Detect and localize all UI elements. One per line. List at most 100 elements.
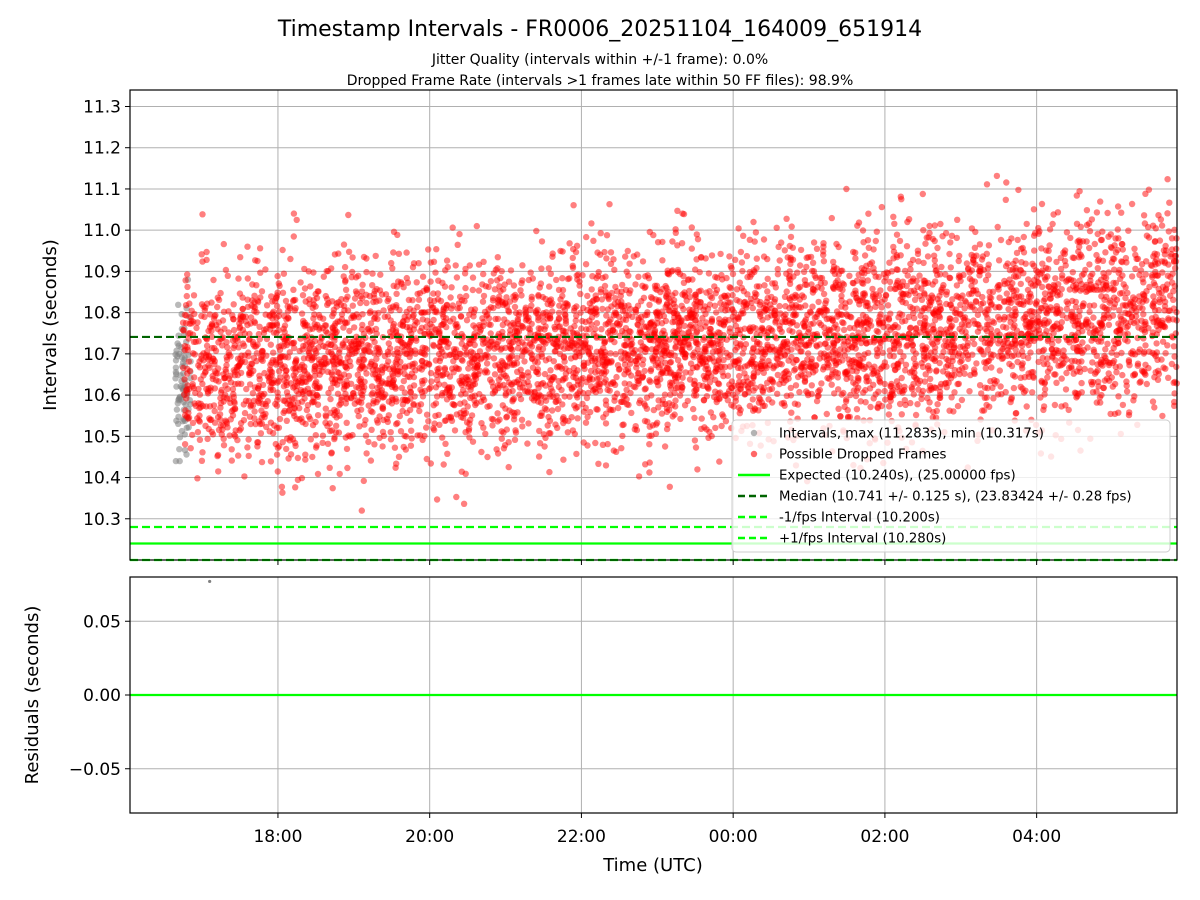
dropped-frame-point [619,316,627,323]
dropped-frame-point [717,299,724,307]
dropped-frame-point [1099,257,1107,264]
dropped-frame-point [1054,209,1062,216]
dropped-frame-point [953,310,960,317]
dropped-frame-point [993,172,1001,180]
dropped-frame-point [746,402,753,410]
dropped-frame-point [424,317,431,324]
dropped-frame-point [1063,305,1071,313]
interval-point [174,400,181,407]
dropped-frame-point [881,278,888,285]
dropped-frame-point [859,227,867,234]
dropped-frame-point [890,353,897,360]
dropped-frame-point [533,368,540,376]
dropped-frame-point [1040,406,1047,414]
dropped-frame-point [1108,244,1116,252]
dropped-frame-point [550,358,557,365]
dropped-frame-point [716,389,724,396]
dropped-frame-point [764,275,771,282]
dropped-frame-point [499,328,506,336]
dropped-frame-point [1090,302,1098,309]
dropped-frame-point [349,254,356,261]
dropped-frame-point [257,294,264,301]
dropped-frame-point [918,395,925,403]
dropped-frame-point [333,422,340,429]
dropped-frame-point [996,294,1003,301]
dropped-frame-point [279,364,286,371]
dropped-frame-point [786,327,793,334]
dropped-frame-point [290,233,297,240]
dropped-frame-point [212,311,219,319]
dropped-frame-point [452,262,459,269]
dropped-frame-point [409,297,416,304]
dropped-frame-point [912,290,919,297]
dropped-frame-point [1152,313,1159,321]
dropped-frame-point [867,403,874,411]
dropped-frame-point [646,441,653,448]
dropped-frame-point [1007,398,1014,406]
dropped-frame-point [344,293,351,300]
dropped-frame-point [512,429,520,436]
dropped-frame-point [1013,409,1020,417]
dropped-frame-point [1139,305,1146,312]
dropped-frame-point [1013,287,1020,294]
dropped-frame-point [1150,279,1158,287]
dropped-frame-point [447,351,455,358]
dropped-frame-point [796,262,804,269]
dropped-frame-point [593,308,600,316]
dropped-frame-point [1086,244,1093,252]
dropped-frame-point [958,396,966,404]
dropped-frame-point [592,363,599,370]
dropped-frame-point [826,315,833,322]
dropped-frame-point [689,276,696,283]
dropped-frame-point [619,432,626,440]
dropped-frame-point [633,364,640,371]
dropped-frame-point [899,318,906,325]
dropped-frame-point [588,286,595,293]
dropped-frame-point [711,302,719,309]
dropped-frame-point [646,469,653,476]
dropped-frame-point [331,364,338,371]
dropped-frame-point [404,279,412,286]
dropped-frame-point [380,307,387,314]
dropped-frame-point [1104,340,1111,347]
dropped-frame-point [1017,293,1025,300]
dropped-frame-point [480,424,487,431]
dropped-frame-point [806,308,814,315]
dropped-frame-point [977,306,984,313]
dropped-frame-point [835,405,842,412]
dropped-frame-point [704,384,712,391]
dropped-frame-point [611,338,618,346]
dropped-frame-point [536,440,544,447]
dropped-frame-point [578,325,585,332]
dropped-frame-point [853,406,861,413]
dropped-frame-point [301,265,308,273]
dropped-frame-point [1060,347,1067,354]
dropped-frame-point [998,355,1006,362]
dropped-frame-point [518,292,525,299]
dropped-frame-point [1078,389,1086,396]
dropped-frame-point [756,340,763,347]
dropped-frame-point [917,312,924,319]
dropped-frame-point [694,466,701,473]
dropped-frame-point [1044,273,1051,280]
dropped-frame-point [817,350,824,357]
dropped-frame-point [237,420,245,427]
dropped-frame-point [797,246,805,254]
dropped-frame-point [467,416,474,424]
dropped-frame-point [369,371,377,378]
dropped-frame-point [740,232,747,239]
dropped-frame-point [1017,266,1024,274]
dropped-frame-point [326,464,333,471]
dropped-frame-point [376,434,383,442]
dropped-frame-point [370,298,377,306]
dropped-frame-point [735,225,742,232]
dropped-frame-point [870,395,877,402]
dropped-frame-point [190,292,198,299]
dropped-frame-point [664,288,672,295]
dropped-frame-point [503,294,510,301]
dropped-frame-point [970,287,977,294]
dropped-frame-point [847,391,854,399]
dropped-frame-point [555,383,563,391]
dropped-frame-point [281,328,288,336]
dropped-frame-point [907,399,914,407]
